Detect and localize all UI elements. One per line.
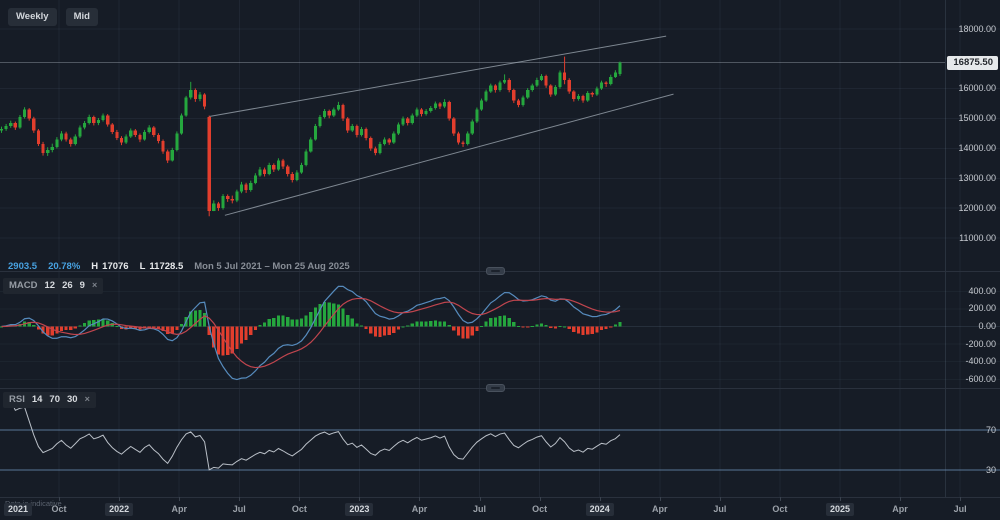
macd-param-slow: 26 <box>62 280 73 291</box>
time-axis-tick <box>59 497 61 501</box>
macd-axis-label: -400.00 <box>965 356 996 367</box>
price-axis-label: 11000.00 <box>959 232 996 243</box>
panel-resize-handle-rsi[interactable] <box>486 384 505 392</box>
rsi-level-lines <box>0 429 1000 471</box>
macd-close-icon[interactable]: × <box>91 280 98 291</box>
time-axis-month-label: Jul <box>953 504 967 514</box>
macd-plot <box>0 285 622 381</box>
grid-horizontal <box>0 28 1000 239</box>
time-axis-month-label: Apr <box>652 504 668 514</box>
price-axis-label: 16000.00 <box>958 83 996 94</box>
chart-toolbar: Weekly Mid <box>8 8 98 26</box>
time-axis-month-label: Jul <box>232 504 246 514</box>
time-axis-month-label: Oct <box>532 504 548 514</box>
macd-indicator-box: MACD 12 26 9 × <box>3 278 104 294</box>
high-stat: H 17076 <box>91 261 128 272</box>
candles <box>0 56 622 217</box>
rsi-close-icon[interactable]: × <box>84 394 90 405</box>
time-axis-month-label: Apr <box>171 504 187 514</box>
price-axis-label: 13000.00 <box>958 172 996 183</box>
panel-resize-handle-macd[interactable] <box>486 267 505 275</box>
current-price-tag: 16875.50 <box>947 56 998 71</box>
time-axis-tick <box>599 497 601 501</box>
macd-axis-label: 0.00 <box>978 321 996 331</box>
time-axis-year-label: 2024 <box>585 503 614 516</box>
time-axis-month-label: Apr <box>892 504 908 514</box>
macd-grid <box>0 290 1000 380</box>
time-axis-month-label: Apr <box>411 504 428 514</box>
rsi-axis-label: 70 <box>985 424 996 435</box>
rsi-axis-label: 30 <box>985 464 996 475</box>
time-axis-tick <box>900 497 902 501</box>
time-axis-tick <box>539 497 541 501</box>
time-axis-tick <box>179 497 181 501</box>
rsi-line <box>6 399 621 471</box>
rsi-param-oversold: 30 <box>67 394 78 405</box>
time-axis-year-label: 2022 <box>105 503 134 516</box>
macd-axis-label: -600.00 <box>965 373 996 384</box>
high-label: H <box>91 261 99 272</box>
time-axis-tick <box>359 497 361 501</box>
time-axis-tick <box>419 497 421 501</box>
macd-signal-line <box>1 297 621 369</box>
rsi-title: RSI <box>9 394 25 405</box>
time-axis-month-label: Oct <box>51 504 67 514</box>
time-axis-tick <box>719 497 721 501</box>
time-axis-month-label: Jul <box>713 504 727 514</box>
time-axis-tick <box>779 497 781 501</box>
time-axis-tick <box>479 497 481 501</box>
macd-param-signal: 9 <box>79 280 85 291</box>
grid-vertical <box>58 0 961 497</box>
time-axis-year-label: 2023 <box>345 503 374 516</box>
price-type-button[interactable]: Mid <box>65 8 98 26</box>
time-axis-tick <box>299 497 301 501</box>
price-axis-label: 14000.00 <box>958 142 996 153</box>
time-axis-separator <box>0 497 1000 498</box>
low-stat: L 11728.5 <box>140 261 184 272</box>
low-value: 11728.5 <box>149 261 184 272</box>
date-range: Mon 5 Jul 2021 – Mon 25 Aug 2025 <box>194 261 350 272</box>
timeframe-button[interactable]: Weekly <box>8 8 57 26</box>
time-axis-tick <box>119 497 121 501</box>
change-value: 2903.5 <box>8 261 38 272</box>
time-axis-month-label: Jul <box>473 504 487 514</box>
macd-axis-label: 200.00 <box>968 303 996 314</box>
change-percent: 20.78% <box>48 261 81 272</box>
macd-title: MACD <box>9 280 38 291</box>
price-axis-label: 15000.00 <box>958 113 996 124</box>
price-axis-label: 18000.00 <box>958 23 996 34</box>
rsi-param-overbought: 70 <box>49 394 60 405</box>
low-label: L <box>139 261 146 272</box>
time-axis-tick <box>239 497 241 501</box>
trend-channel <box>209 35 674 216</box>
macd-axis-label: -200.00 <box>965 338 996 349</box>
high-value: 17076 <box>102 261 129 272</box>
time-axis-year-label: 2025 <box>825 503 854 516</box>
macd-axis-label: 400.00 <box>968 285 996 296</box>
macd-param-fast: 12 <box>44 280 56 291</box>
disclaimer-text: Data is indicative <box>5 499 62 508</box>
rsi-plot <box>6 399 621 471</box>
time-axis-tick <box>960 497 962 501</box>
macd-line <box>1 285 621 381</box>
time-axis-month-label: Oct <box>772 504 788 514</box>
rsi-indicator-box: RSI 14 70 30 × <box>3 392 96 408</box>
time-axis-tick <box>839 497 841 501</box>
time-axis-tick <box>659 497 661 501</box>
stats-row: 2903.5 20.78% H 17076 L 11728.5 Mon 5 Ju… <box>8 261 350 272</box>
time-axis-month-label: Oct <box>291 504 307 514</box>
time-axis-year-label: 2021 <box>4 503 33 516</box>
rsi-param-period: 14 <box>31 394 43 405</box>
price-axis-label: 12000.00 <box>958 202 996 213</box>
